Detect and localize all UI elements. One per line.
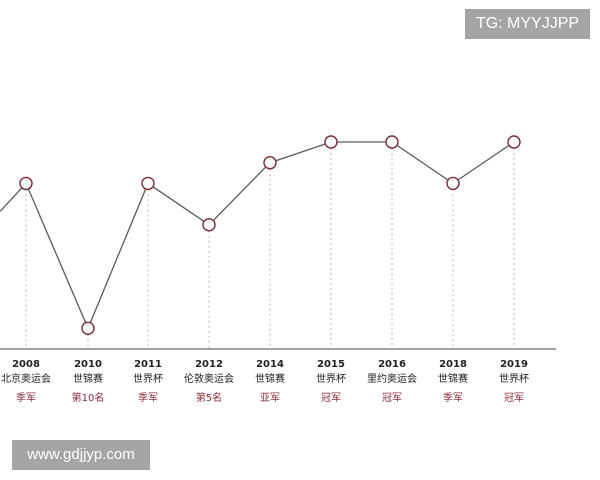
year-label: 2018 <box>439 359 467 370</box>
result-label: 冠军 <box>382 392 402 404</box>
event-label: 世界杯 <box>316 372 346 385</box>
series-line <box>0 141 515 330</box>
data-point <box>202 218 216 232</box>
event-label: 伦敦奥运会 <box>184 372 234 385</box>
result-label: 亚军 <box>260 392 280 404</box>
year-label: 2015 <box>317 359 345 370</box>
year-label: 2011 <box>134 359 162 370</box>
year-label: 2012 <box>195 359 223 370</box>
event-label: 世界杯 <box>499 372 529 385</box>
year-label: 2010 <box>74 359 102 370</box>
data-markers <box>19 135 521 335</box>
data-point <box>81 321 95 335</box>
watermark-top: TG: MYYJJPP <box>465 9 590 39</box>
result-label: 第5名 <box>196 391 222 404</box>
result-label: 第10名 <box>72 391 105 404</box>
event-label: 世锦赛 <box>73 372 103 385</box>
event-label: 世锦赛 <box>438 372 468 385</box>
result-label: 季军 <box>443 392 463 404</box>
year-label: 2014 <box>256 359 284 370</box>
result-label: 冠军 <box>504 392 524 404</box>
data-point <box>507 135 521 149</box>
year-label: 2016 <box>378 359 406 370</box>
watermark-bottom: www.gdjjyp.com <box>12 440 150 470</box>
guide-lines <box>25 148 515 349</box>
data-point <box>385 135 399 149</box>
year-label: 2019 <box>500 359 528 370</box>
year-label: 2008 <box>12 359 40 370</box>
data-point <box>446 176 460 191</box>
event-label: 世界杯 <box>133 372 163 385</box>
event-label: 里约奥运会 <box>367 372 417 385</box>
data-point <box>263 155 277 170</box>
data-point <box>141 176 155 191</box>
result-label: 冠军 <box>321 392 341 404</box>
data-point <box>19 176 33 191</box>
event-label: 北京奥运会 <box>1 372 51 385</box>
result-label: 季军 <box>16 392 36 404</box>
data-point <box>324 135 338 149</box>
result-label: 季军 <box>138 392 158 404</box>
event-label: 世锦赛 <box>255 372 285 385</box>
